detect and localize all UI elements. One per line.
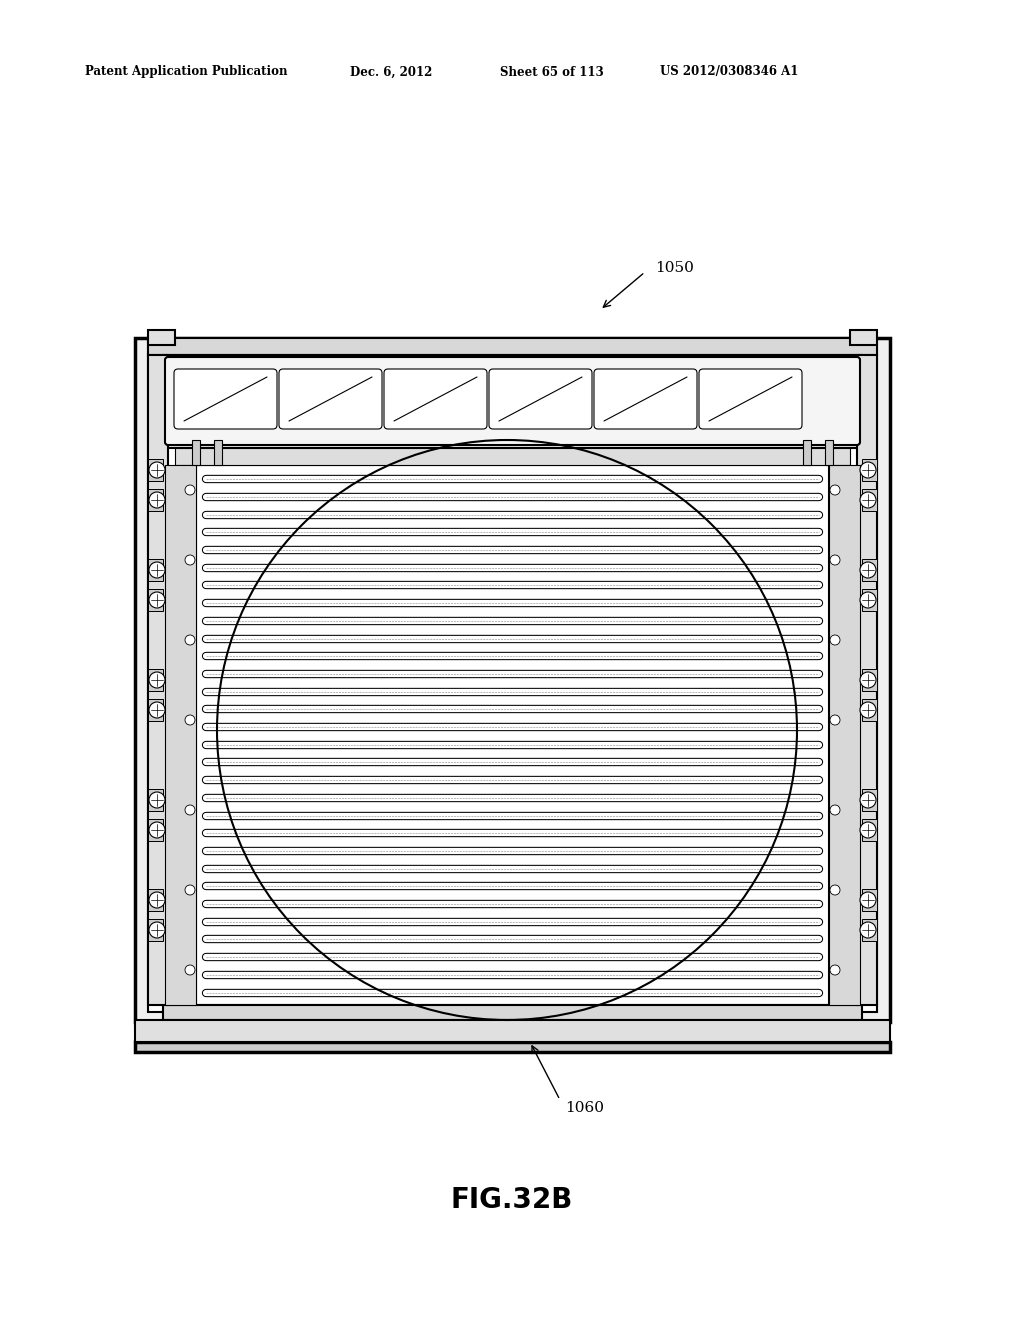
Text: Sheet 65 of 113: Sheet 65 of 113 xyxy=(500,66,604,78)
Circle shape xyxy=(150,462,165,478)
Text: Patent Application Publication: Patent Application Publication xyxy=(85,66,288,78)
Bar xyxy=(148,669,163,690)
Circle shape xyxy=(830,484,840,495)
Circle shape xyxy=(830,635,840,645)
Circle shape xyxy=(185,884,195,895)
Circle shape xyxy=(830,805,840,814)
Circle shape xyxy=(150,792,165,808)
FancyBboxPatch shape xyxy=(174,370,278,429)
Text: 1060: 1060 xyxy=(565,1101,604,1115)
Circle shape xyxy=(860,492,876,508)
Bar xyxy=(862,669,877,690)
Bar xyxy=(148,459,163,480)
Bar xyxy=(148,818,163,841)
Circle shape xyxy=(150,921,165,939)
Bar xyxy=(148,488,163,511)
Circle shape xyxy=(860,921,876,939)
Bar xyxy=(148,589,163,611)
Bar xyxy=(148,355,168,1005)
Bar xyxy=(148,700,163,721)
Bar xyxy=(163,1005,862,1020)
Circle shape xyxy=(830,965,840,975)
Circle shape xyxy=(150,591,165,609)
Bar xyxy=(148,338,877,355)
Bar xyxy=(829,465,860,1005)
Bar xyxy=(148,919,163,941)
Circle shape xyxy=(860,822,876,838)
Bar xyxy=(862,558,877,581)
Circle shape xyxy=(185,484,195,495)
Circle shape xyxy=(150,822,165,838)
FancyBboxPatch shape xyxy=(165,356,860,445)
Bar xyxy=(862,700,877,721)
Bar xyxy=(850,330,877,345)
Circle shape xyxy=(830,884,840,895)
Bar xyxy=(148,888,163,911)
Bar xyxy=(862,488,877,511)
Circle shape xyxy=(860,591,876,609)
Circle shape xyxy=(185,805,195,814)
FancyBboxPatch shape xyxy=(699,370,802,429)
Bar xyxy=(148,558,163,581)
Bar xyxy=(163,355,862,447)
FancyBboxPatch shape xyxy=(489,370,592,429)
Circle shape xyxy=(150,672,165,688)
Bar xyxy=(135,1020,890,1041)
Bar xyxy=(862,818,877,841)
Bar xyxy=(214,440,222,465)
Circle shape xyxy=(860,462,876,478)
Circle shape xyxy=(185,554,195,565)
Bar xyxy=(148,348,877,1012)
Bar xyxy=(862,459,877,480)
Circle shape xyxy=(860,702,876,718)
Bar xyxy=(862,589,877,611)
Circle shape xyxy=(860,672,876,688)
Circle shape xyxy=(150,702,165,718)
Circle shape xyxy=(860,792,876,808)
Circle shape xyxy=(185,965,195,975)
Circle shape xyxy=(860,562,876,578)
Bar xyxy=(803,440,811,465)
Circle shape xyxy=(185,715,195,725)
Circle shape xyxy=(150,492,165,508)
Text: Dec. 6, 2012: Dec. 6, 2012 xyxy=(350,66,432,78)
Bar xyxy=(857,355,877,1005)
Circle shape xyxy=(150,892,165,908)
Bar xyxy=(165,465,196,1005)
Bar xyxy=(193,440,200,465)
Bar xyxy=(135,1041,890,1052)
FancyBboxPatch shape xyxy=(279,370,382,429)
Circle shape xyxy=(830,715,840,725)
Bar xyxy=(862,919,877,941)
Bar xyxy=(825,440,833,465)
Circle shape xyxy=(185,635,195,645)
FancyBboxPatch shape xyxy=(384,370,487,429)
Circle shape xyxy=(150,562,165,578)
Bar xyxy=(862,789,877,810)
Bar xyxy=(175,447,850,465)
FancyBboxPatch shape xyxy=(594,370,697,429)
Bar xyxy=(135,338,890,1022)
Circle shape xyxy=(830,554,840,565)
Text: FIG.32B: FIG.32B xyxy=(451,1185,573,1214)
Bar xyxy=(148,330,175,345)
Bar xyxy=(196,465,829,1005)
Bar xyxy=(862,888,877,911)
Text: US 2012/0308346 A1: US 2012/0308346 A1 xyxy=(660,66,799,78)
Bar xyxy=(148,789,163,810)
Text: 1050: 1050 xyxy=(655,261,694,275)
Circle shape xyxy=(860,892,876,908)
